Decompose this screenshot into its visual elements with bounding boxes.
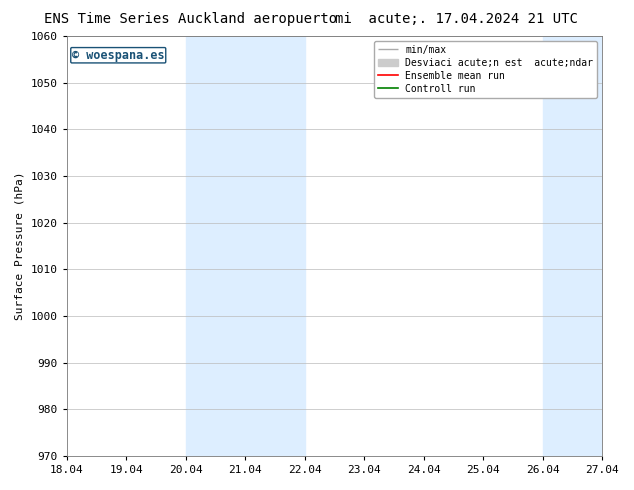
Bar (543, 36, 602, 456)
Text: ENS Time Series Auckland aeropuerto: ENS Time Series Auckland aeropuerto (44, 12, 337, 26)
Legend: min/max, Desviaci acute;n est  acute;ndar, Ensemble mean run, Controll run: min/max, Desviaci acute;n est acute;ndar… (374, 41, 597, 98)
Text: © woespana.es: © woespana.es (72, 49, 165, 62)
Bar (186, 36, 304, 456)
Y-axis label: Surface Pressure (hPa): Surface Pressure (hPa) (15, 172, 25, 320)
Text: mi  acute;. 17.04.2024 21 UTC: mi acute;. 17.04.2024 21 UTC (335, 12, 578, 26)
